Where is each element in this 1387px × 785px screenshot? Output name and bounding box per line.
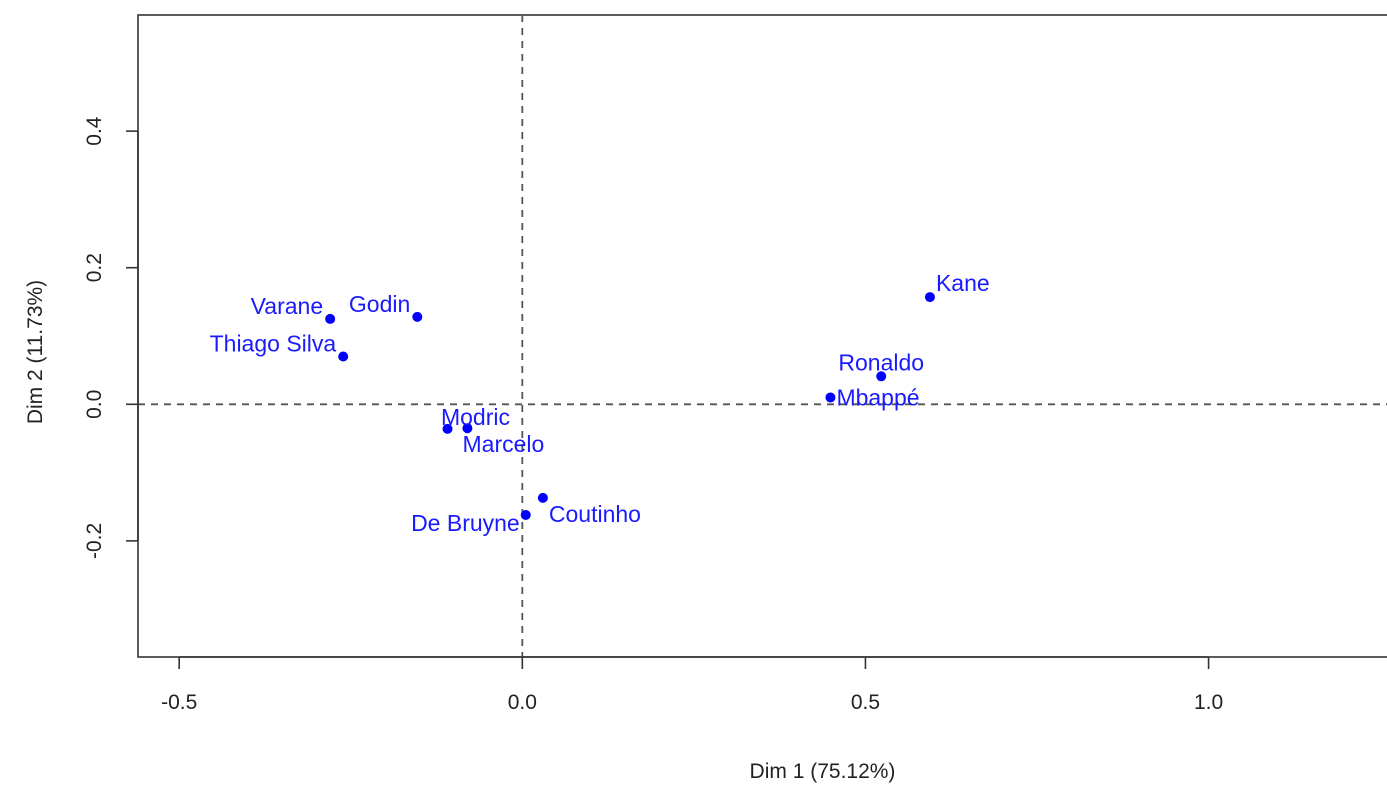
point-godin xyxy=(412,311,423,322)
x-tick-label: 0.0 xyxy=(508,691,537,714)
point-label-de-bruyne: De Bruyne xyxy=(411,510,520,536)
point-label-godin: Godin xyxy=(349,291,410,317)
point-kane xyxy=(924,292,935,303)
reference-lines xyxy=(138,15,1387,657)
y-axis-title: Dim 2 (11.73%) xyxy=(24,280,47,424)
point-label-marcelo: Marcelo xyxy=(463,431,545,457)
point-ronaldo xyxy=(876,371,887,382)
y-tick-label: 0.4 xyxy=(83,116,106,146)
x-axis: -0.5 0.0 0.5 1.0 xyxy=(161,656,1223,714)
point-label-mbapp-: Mbappé xyxy=(836,384,919,410)
data-labels: Kane Ronaldo Mbappé Varane Godin Thiago Silva… xyxy=(210,270,990,536)
y-axis: -0.2 0.0 0.2 0.4 xyxy=(83,116,139,559)
y-tick-label: -0.2 xyxy=(83,523,106,559)
point-label-varane: Varane xyxy=(251,293,323,319)
point-thiago-silva xyxy=(338,351,349,362)
y-tick-label: 0.2 xyxy=(83,253,106,282)
point-label-ronaldo: Ronaldo xyxy=(838,349,924,375)
y-tick-label: 0.0 xyxy=(83,390,106,419)
point-label-coutinho: Coutinho xyxy=(549,501,641,527)
point-mbapp- xyxy=(825,392,836,403)
point-varane xyxy=(325,313,336,324)
point-coutinho xyxy=(537,492,548,503)
point-label-kane: Kane xyxy=(936,270,990,296)
point-label-modric: Modric xyxy=(441,404,510,430)
point-de-bruyne xyxy=(520,509,531,520)
point-marcelo xyxy=(462,423,473,434)
point-label-thiago-silva: Thiago Silva xyxy=(210,330,337,356)
x-tick-label: 1.0 xyxy=(1194,691,1223,714)
point-modric xyxy=(442,423,453,434)
data-points xyxy=(325,292,935,520)
x-tick-label: -0.5 xyxy=(161,691,197,714)
x-axis-title: Dim 1 (75.12%) xyxy=(750,760,896,783)
x-tick-label: 0.5 xyxy=(851,691,880,714)
